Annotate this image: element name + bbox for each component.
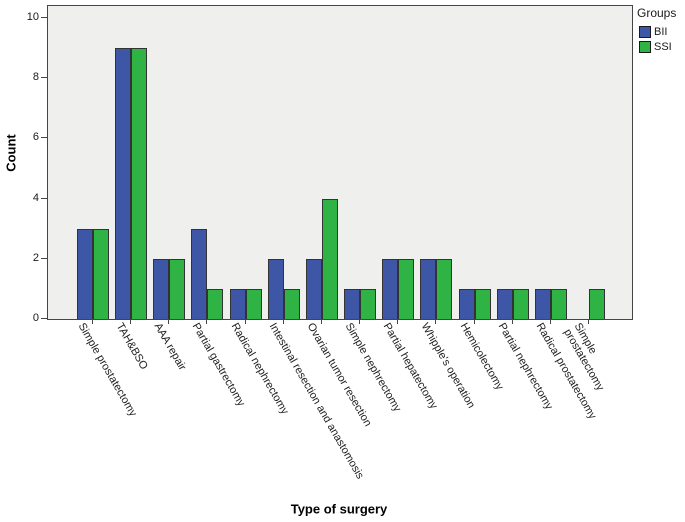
x-axis-tick <box>168 319 170 324</box>
x-category-label: Ovarian tumor resection <box>304 321 374 429</box>
legend-item-ssi: SSI <box>639 41 676 53</box>
plot-area <box>47 5 633 320</box>
bar-bii <box>267 259 284 319</box>
x-category-label: AAA repair <box>151 321 189 373</box>
bar-bii <box>229 289 246 319</box>
x-axis-tick <box>549 319 551 324</box>
bar-ssi <box>360 289 377 319</box>
x-axis-tick <box>435 319 437 324</box>
y-axis-tick <box>41 197 47 199</box>
x-axis-tick <box>511 319 513 324</box>
x-axis-tick <box>359 319 361 324</box>
bar-ssi <box>321 199 338 319</box>
y-axis-tick <box>41 318 47 319</box>
bar-ssi <box>283 289 300 319</box>
y-tick-label: 6 <box>32 131 39 144</box>
y-axis-tick <box>41 17 47 18</box>
bar-bii <box>420 259 437 319</box>
legend-swatch-bii <box>639 26 651 38</box>
bar-ssi <box>550 289 567 319</box>
x-axis-tick <box>587 319 589 324</box>
y-axis-tick <box>41 137 47 139</box>
legend-label: BII <box>654 26 668 38</box>
y-tick-label: 2 <box>32 251 39 264</box>
y-tick-label: 10 <box>26 11 39 23</box>
bar-bii <box>344 289 361 319</box>
bar-bii <box>534 289 551 319</box>
bar-ssi <box>436 259 453 319</box>
x-axis-title: Type of surgery <box>290 501 388 517</box>
y-tick-label: 0 <box>32 312 39 324</box>
x-axis-tick <box>206 319 208 324</box>
y-tick-label: 8 <box>32 71 39 84</box>
legend-item-bii: BII <box>639 26 676 38</box>
bar-ssi <box>512 289 529 319</box>
y-axis-tick <box>41 77 47 79</box>
x-axis-tick <box>130 319 132 324</box>
x-category-label: TAH&BSO <box>113 321 151 372</box>
x-axis-tick <box>473 319 475 324</box>
x-axis-tick <box>92 319 93 324</box>
x-axis-tick <box>282 319 284 324</box>
bar-bii <box>382 259 399 319</box>
bar-bii <box>458 289 475 319</box>
bar-bii <box>305 259 322 319</box>
bar-bii <box>496 289 513 319</box>
legend-items: BII SSI <box>637 26 676 53</box>
y-tick-label: 4 <box>32 191 39 204</box>
bar-ssi <box>474 289 491 319</box>
legend-title: Groups <box>637 6 677 20</box>
x-axis-tick <box>397 319 399 324</box>
legend: Groups BII SSI <box>637 6 676 56</box>
bar-bii <box>115 48 132 319</box>
y-axis-tick <box>41 257 47 259</box>
bar-ssi <box>588 289 605 319</box>
bar-ssi <box>207 289 224 319</box>
bar-bii <box>153 259 170 319</box>
legend-label: SSI <box>654 41 672 53</box>
bar-ssi <box>131 48 148 319</box>
bar-ssi <box>398 259 415 319</box>
x-axis-tick <box>320 319 322 324</box>
legend-swatch-ssi <box>639 41 651 53</box>
bar-ssi <box>245 289 262 319</box>
bar-ssi <box>169 259 186 319</box>
bar-bii <box>77 229 93 319</box>
bar-bii <box>191 229 208 319</box>
x-axis-tick <box>244 319 246 324</box>
bar-ssi <box>93 229 109 319</box>
